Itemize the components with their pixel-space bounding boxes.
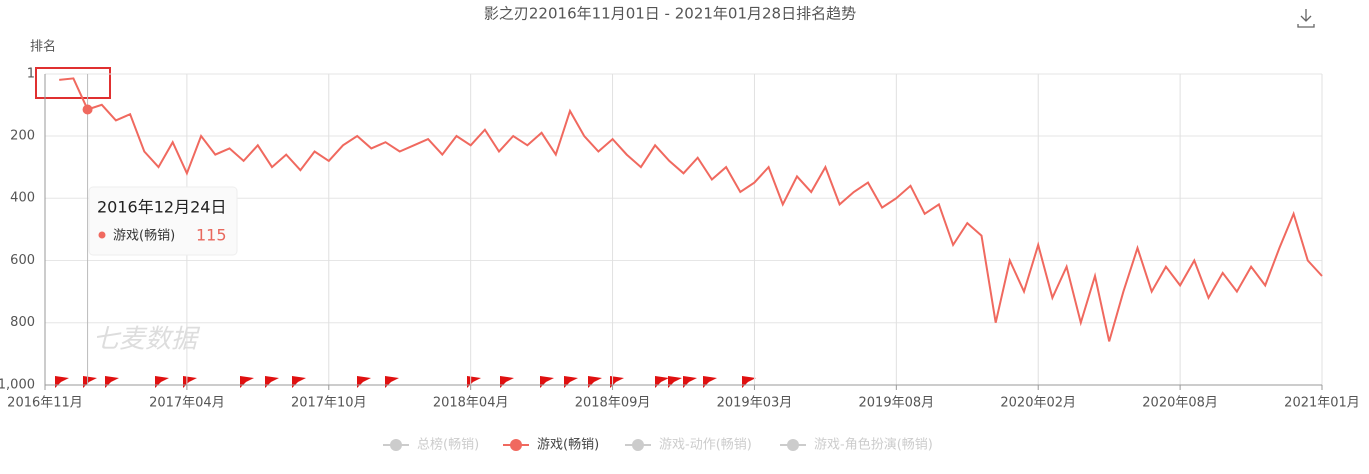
flag — [55, 376, 69, 388]
flag — [240, 376, 254, 388]
flag — [703, 376, 717, 388]
y-axis-label: 排名 — [30, 39, 56, 55]
legend-label: 游戏(畅销) — [537, 438, 599, 453]
flag — [668, 376, 682, 388]
legend-label: 游戏-角色扮演(畅销) — [814, 437, 933, 453]
legend-label: 总榜(畅销) — [417, 437, 479, 453]
tooltip-value: 115 — [196, 226, 227, 245]
x-tick-label: 2017年10月 — [291, 396, 367, 411]
flag — [357, 376, 371, 388]
download-icon[interactable] — [1297, 9, 1315, 28]
tooltip-dot — [98, 231, 106, 239]
x-tick-label: 2017年04月 — [149, 396, 225, 411]
flag — [610, 376, 624, 388]
tooltip-box — [88, 186, 238, 256]
y-tick-label: 1 — [27, 67, 35, 82]
y-tick-label: 600 — [10, 253, 35, 268]
flag — [655, 376, 669, 388]
x-tick-label: 2021年01月 — [1284, 396, 1360, 411]
legend-marker — [390, 439, 402, 451]
line-series — [59, 77, 1323, 342]
chart-title: 影之刃22016年11月01日 - 2021年01月28日排名趋势 — [484, 5, 856, 23]
flag — [742, 376, 756, 388]
tooltip-date: 2016年12月24日 — [97, 198, 226, 217]
legend-item[interactable]: 游戏-角色扮演(畅销) — [780, 437, 933, 453]
y-tick-label: 1,000 — [0, 378, 35, 393]
x-tick-label: 2019年08月 — [859, 396, 935, 411]
flag — [500, 376, 514, 388]
x-tick-label: 2020年08月 — [1142, 396, 1218, 411]
x-tick-label: 2020年02月 — [1000, 396, 1076, 411]
x-tick-label: 2018年04月 — [433, 396, 509, 411]
tooltip-point — [82, 104, 93, 115]
x-tick-label: 2018年09月 — [575, 396, 651, 411]
x-tick-label: 2016年11月 — [7, 396, 83, 411]
flag — [83, 376, 97, 388]
highlight-box — [35, 67, 111, 99]
legend-marker — [787, 439, 799, 451]
flag — [588, 376, 602, 388]
y-tick-label: 800 — [10, 315, 35, 330]
tooltip-series: 游戏(畅销) — [113, 229, 175, 244]
y-tick-label: 200 — [10, 128, 35, 143]
event-flags — [55, 376, 756, 388]
flag — [385, 376, 399, 388]
x-tick-label: 2019年03月 — [717, 396, 793, 411]
flag — [105, 376, 119, 388]
legend-label: 游戏-动作(畅销) — [659, 438, 752, 453]
flag — [467, 376, 481, 388]
flag — [292, 376, 306, 388]
legend-item[interactable]: 总榜(畅销) — [383, 437, 479, 453]
legend-marker — [632, 439, 644, 451]
flag — [183, 376, 197, 388]
flag — [564, 376, 578, 388]
flag — [265, 376, 279, 388]
flag — [683, 376, 697, 388]
flag — [155, 376, 169, 388]
flag — [540, 376, 554, 388]
legend-item[interactable]: 游戏(畅销) — [503, 438, 599, 453]
legend-marker — [510, 439, 522, 451]
legend-item[interactable]: 游戏-动作(畅销) — [625, 438, 752, 453]
watermark: 七麦数据 — [93, 325, 201, 355]
y-tick-label: 400 — [10, 191, 35, 206]
